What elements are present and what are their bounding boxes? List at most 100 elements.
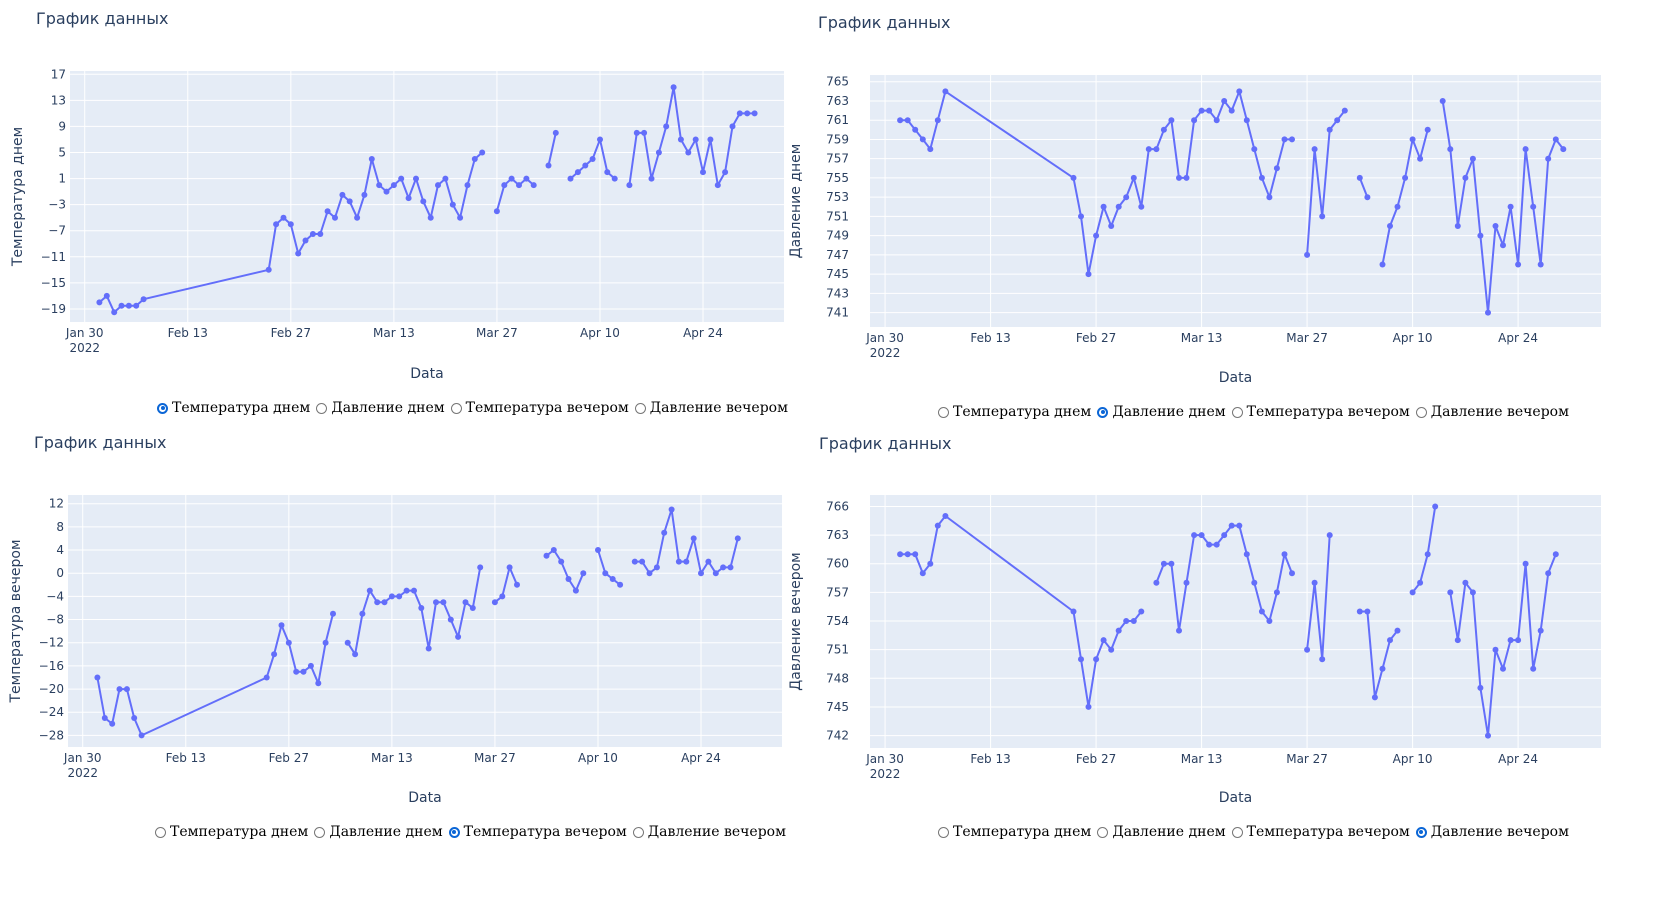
x-tick-year-label: 2022 bbox=[870, 767, 901, 781]
radio-pressure-evening[interactable]: Давление вечером bbox=[1415, 404, 1569, 420]
data-point bbox=[1258, 608, 1265, 615]
data-point bbox=[912, 551, 919, 558]
data-point bbox=[383, 188, 390, 195]
radio-button[interactable] bbox=[316, 402, 328, 414]
radio-button[interactable] bbox=[314, 826, 326, 838]
radio-temperature-day[interactable]: Температура днем bbox=[157, 400, 310, 416]
data-point bbox=[435, 182, 441, 189]
radio-button[interactable] bbox=[1415, 826, 1427, 838]
data-point bbox=[523, 175, 530, 182]
x-tick-label: Mar 27 bbox=[476, 326, 518, 340]
data-point bbox=[1183, 174, 1190, 181]
data-point bbox=[1160, 560, 1167, 567]
radio-temperature-evening[interactable]: Температура вечером bbox=[1231, 824, 1410, 840]
data-point bbox=[1364, 194, 1371, 201]
chart-title: График данных bbox=[36, 9, 169, 28]
data-point bbox=[1522, 146, 1529, 153]
data-point bbox=[1130, 618, 1137, 624]
radio-button[interactable] bbox=[1231, 826, 1243, 838]
data-point bbox=[1251, 146, 1258, 153]
radio-pressure-day[interactable]: Давление днем bbox=[314, 824, 443, 840]
data-point bbox=[942, 513, 949, 519]
radio-temperature-evening[interactable]: Температура вечером bbox=[1231, 404, 1410, 420]
data-point bbox=[278, 622, 285, 629]
y-tick-label: 763 bbox=[826, 94, 849, 108]
radio-button[interactable] bbox=[1097, 826, 1109, 838]
y-tick-label: 12 bbox=[49, 497, 64, 511]
data-point bbox=[1485, 309, 1491, 316]
y-tick-label: 748 bbox=[826, 671, 849, 685]
data-point bbox=[927, 146, 934, 153]
data-point bbox=[1304, 646, 1311, 653]
radio-temperature-day[interactable]: Температура днем bbox=[938, 404, 1091, 420]
radio-temperature-day[interactable]: Температура днем bbox=[155, 824, 308, 840]
y-tick-label: 4 bbox=[56, 543, 64, 557]
data-point bbox=[491, 599, 498, 606]
y-axis-title: Температура вечером bbox=[8, 539, 24, 703]
data-point bbox=[653, 564, 660, 571]
radio-pressure-day[interactable]: Давление днем bbox=[1097, 404, 1226, 420]
radio-button[interactable] bbox=[632, 826, 644, 838]
radio-temperature-day[interactable]: Температура днем bbox=[938, 824, 1091, 840]
radio-button[interactable] bbox=[938, 826, 949, 838]
x-axis-title: Data bbox=[1219, 790, 1252, 806]
radio-button[interactable] bbox=[450, 402, 462, 414]
data-point bbox=[1364, 608, 1371, 615]
series-line bbox=[1306, 535, 1331, 661]
data-point bbox=[405, 195, 412, 202]
data-point bbox=[1326, 532, 1333, 539]
radio-pressure-evening[interactable]: Давление вечером bbox=[634, 400, 788, 416]
data-point bbox=[1552, 551, 1559, 558]
data-point bbox=[94, 674, 101, 681]
radio-pressure-evening[interactable]: Давление вечером bbox=[1415, 824, 1569, 840]
x-tick-label: Apr 10 bbox=[580, 326, 620, 340]
data-point bbox=[690, 535, 697, 542]
data-point bbox=[508, 175, 515, 182]
data-point bbox=[1469, 155, 1476, 162]
radio-pressure-day[interactable]: Давление днем bbox=[1097, 824, 1226, 840]
radio-button[interactable] bbox=[448, 826, 460, 838]
data-point bbox=[265, 266, 272, 273]
x-tick-label: Feb 13 bbox=[970, 752, 1010, 766]
data-point bbox=[1507, 203, 1514, 210]
data-point bbox=[403, 587, 410, 594]
radio-pressure-day[interactable]: Давление днем bbox=[316, 400, 445, 416]
data-point bbox=[332, 214, 338, 221]
data-point bbox=[1168, 117, 1175, 124]
x-tick-label: Apr 24 bbox=[1498, 331, 1538, 345]
data-point bbox=[641, 129, 648, 136]
data-point bbox=[1085, 271, 1092, 278]
data-point bbox=[1243, 117, 1250, 124]
radio-label: Давление днем bbox=[329, 824, 443, 840]
data-point bbox=[302, 237, 309, 244]
data-point bbox=[904, 551, 911, 558]
data-point bbox=[655, 149, 662, 156]
data-point bbox=[631, 558, 638, 565]
chart-panel-pressure-evening: График данных Jan 30 2022 Feb 13 Feb 27 Mar … bbox=[788, 434, 1673, 908]
radio-button[interactable] bbox=[155, 826, 166, 838]
data-point bbox=[1266, 618, 1273, 624]
data-point bbox=[1176, 627, 1182, 634]
y-tick-label: −19 bbox=[41, 302, 66, 316]
data-point bbox=[1176, 174, 1182, 181]
data-point bbox=[516, 182, 522, 189]
series-line bbox=[597, 549, 621, 586]
x-tick-label: Mar 27 bbox=[1286, 752, 1328, 766]
radio-temperature-evening[interactable]: Температура вечером bbox=[450, 400, 629, 416]
data-point bbox=[354, 214, 361, 221]
radio-button[interactable] bbox=[1231, 406, 1243, 418]
radio-button[interactable] bbox=[1097, 406, 1109, 418]
radio-pressure-evening[interactable]: Давление вечером bbox=[632, 824, 786, 840]
radio-temperature-evening[interactable]: Температура вечером bbox=[448, 824, 627, 840]
radio-button[interactable] bbox=[938, 406, 949, 418]
radio-button[interactable] bbox=[1415, 406, 1427, 418]
data-point bbox=[381, 599, 388, 606]
data-point bbox=[597, 136, 603, 143]
radio-button[interactable] bbox=[157, 402, 168, 414]
data-point bbox=[425, 645, 432, 652]
y-tick-label: −4 bbox=[46, 589, 64, 603]
radio-button[interactable] bbox=[634, 402, 646, 414]
data-point bbox=[131, 715, 138, 721]
data-point bbox=[1070, 608, 1077, 615]
